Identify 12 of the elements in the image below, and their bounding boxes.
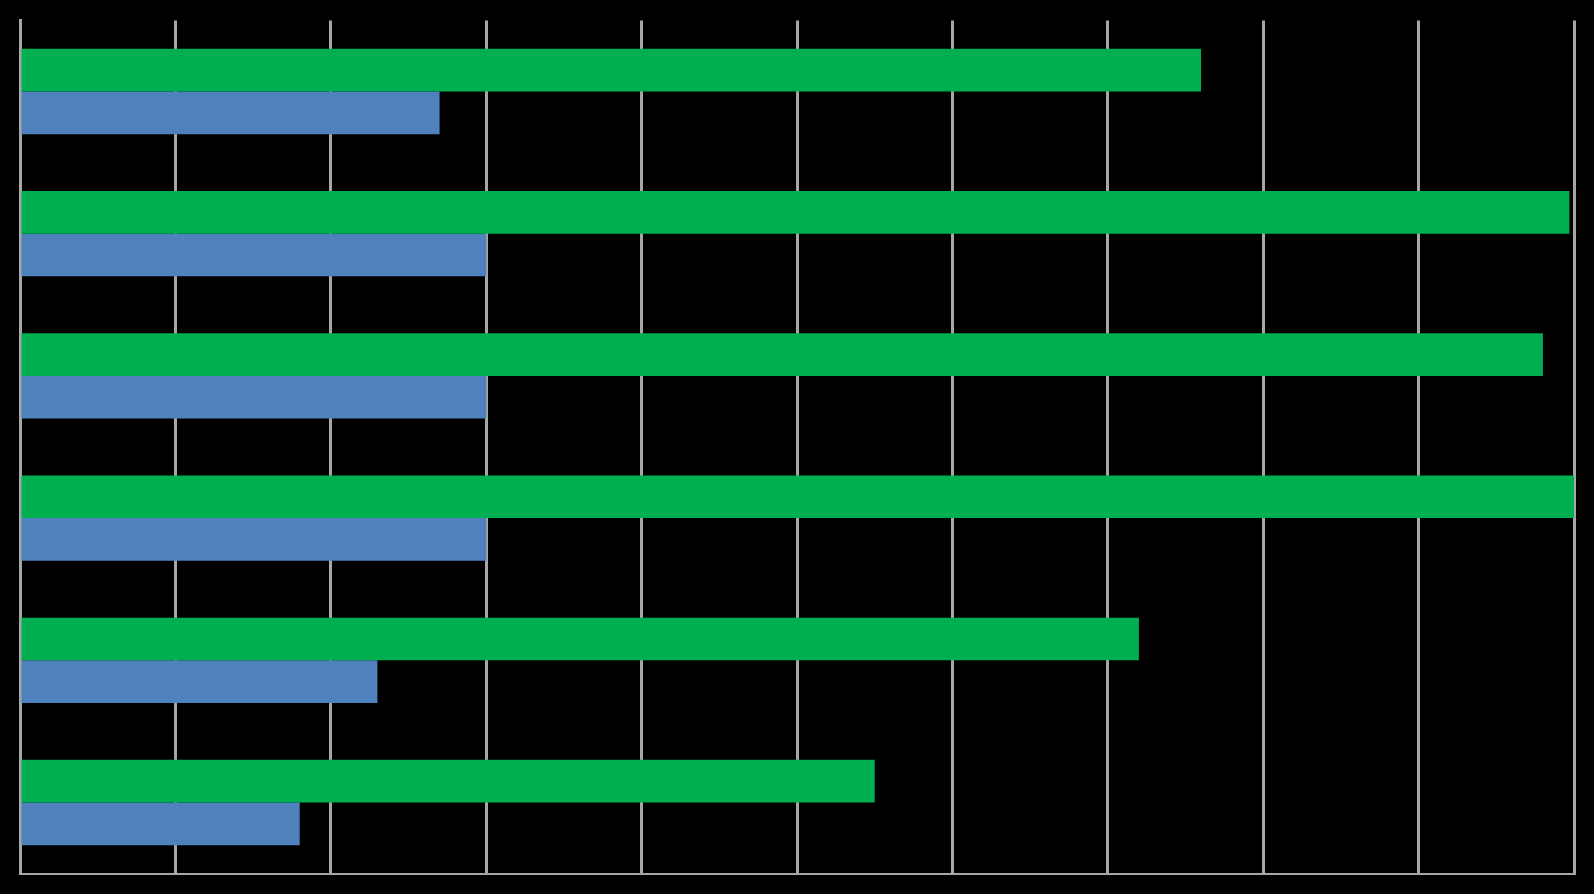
bar bbox=[21, 802, 300, 846]
bar bbox=[21, 617, 1139, 661]
bar bbox=[21, 518, 487, 561]
bar bbox=[21, 48, 1202, 92]
bar bbox=[21, 660, 378, 703]
bar bbox=[21, 475, 1574, 519]
bar bbox=[21, 333, 1543, 376]
bar bbox=[21, 191, 1570, 234]
bar bbox=[21, 91, 440, 135]
bar bbox=[21, 375, 487, 419]
bar bbox=[21, 759, 875, 803]
bar bbox=[21, 233, 487, 277]
